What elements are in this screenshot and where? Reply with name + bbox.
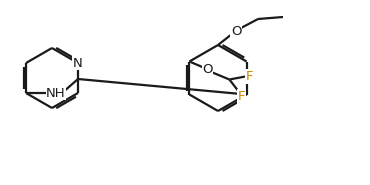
Text: O: O xyxy=(231,24,241,38)
Text: F: F xyxy=(238,90,245,103)
Text: N: N xyxy=(73,56,83,70)
Text: NH: NH xyxy=(46,87,66,100)
Text: O: O xyxy=(202,63,213,76)
Text: F: F xyxy=(246,70,253,83)
